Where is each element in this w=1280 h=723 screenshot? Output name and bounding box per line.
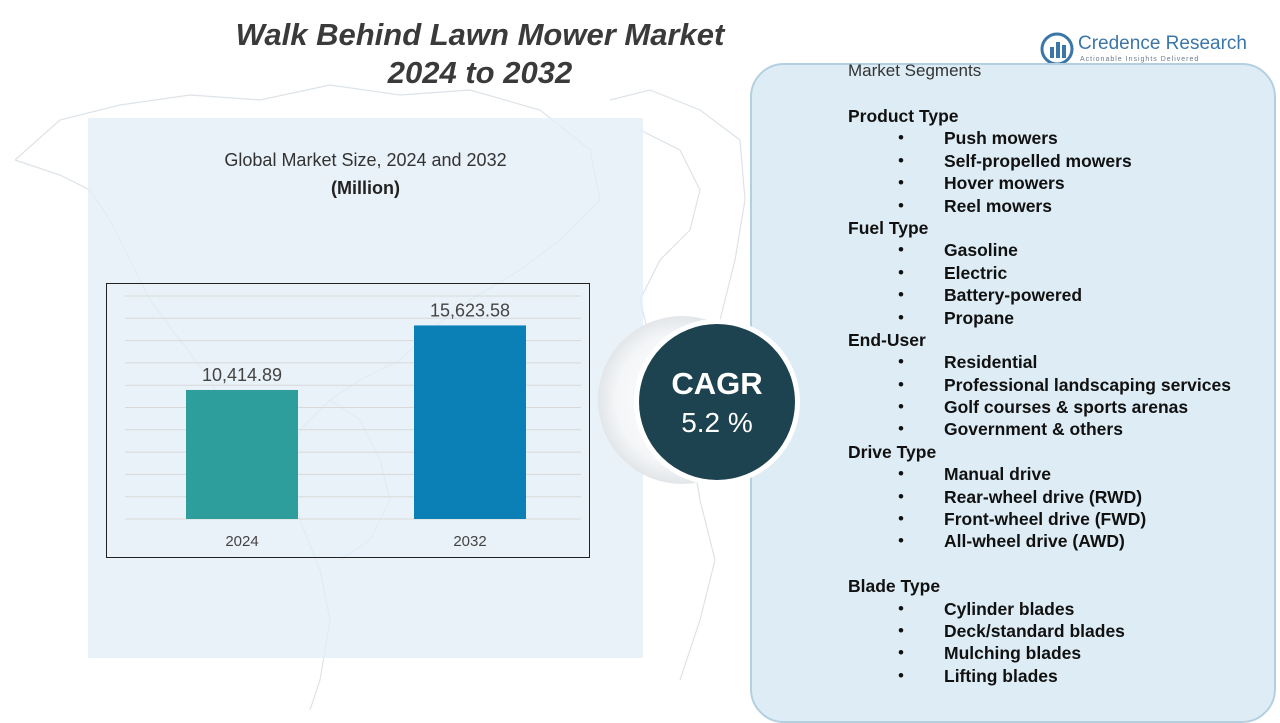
segment-item-label: Deck/standard blades: [944, 620, 1125, 641]
segment-item: • All-wheel drive (AWD): [848, 530, 1268, 552]
segment-item: • Professional landscaping services: [848, 374, 1268, 396]
title-line-1: Walk Behind Lawn Mower Market: [235, 17, 725, 52]
segment-item: • Battery-powered: [848, 284, 1268, 306]
segment-item: • Residential: [848, 351, 1268, 373]
segment-group-title: End-User: [848, 329, 926, 350]
segment-group-title: Blade Type: [848, 576, 941, 597]
bar-2032: [414, 325, 526, 519]
segment-item-label: Manual drive: [944, 464, 1051, 485]
segment-spacer: [848, 553, 1268, 575]
chart-title: Global Market Size, 2024 and 2032: [224, 150, 507, 170]
segment-item-label: Lifting blades: [944, 665, 1058, 686]
segments-list: Product Type • Push mowers • Self-propelled …: [848, 105, 1268, 687]
segment-item-label: Government & others: [944, 419, 1123, 440]
bullet-icon: •: [898, 464, 904, 484]
segment-item: • Golf courses & sports arenas: [848, 396, 1268, 418]
bullet-icon: •: [898, 240, 904, 260]
bullet-icon: •: [898, 643, 904, 663]
bullet-icon: •: [898, 262, 904, 282]
bullet-icon: •: [898, 173, 904, 193]
bullet-icon: •: [898, 665, 904, 685]
cagr-label: CAGR: [671, 366, 763, 401]
bullet-icon: •: [898, 620, 904, 640]
segment-item-label: Gasoline: [944, 240, 1018, 261]
segment-item-label: Electric: [944, 262, 1008, 283]
bullet-icon: •: [898, 598, 904, 618]
data-label: 15,623.58: [430, 300, 510, 320]
segment-item-label: Golf courses & sports arenas: [944, 397, 1189, 418]
segment-item: • Propane: [848, 307, 1268, 329]
bar-2024: [186, 389, 298, 519]
cagr-badge: CAGR 5.2 %: [634, 319, 800, 485]
segment-item: • Government & others: [848, 418, 1268, 440]
cagr-value: 5.2 %: [681, 407, 753, 438]
segment-item: • Front-wheel drive (FWD): [848, 508, 1268, 530]
bullet-icon: •: [898, 150, 904, 170]
chart-unit: (Million): [331, 178, 400, 198]
segment-item: • Reel mowers: [848, 195, 1268, 217]
segment-item-label: Reel mowers: [944, 195, 1052, 216]
segment-item: • Push mowers: [848, 127, 1268, 149]
segment-item-label: Push mowers: [944, 128, 1058, 149]
bullet-icon: •: [898, 352, 904, 372]
segment-group-title: Drive Type: [848, 441, 937, 462]
segment-group-title: Product Type: [848, 106, 959, 126]
segment-item: • Mulching blades: [848, 642, 1268, 664]
x-tick-label: 2024: [225, 533, 258, 550]
bullet-icon: •: [898, 195, 904, 215]
segment-item-label: Mulching blades: [944, 643, 1082, 664]
segment-item-label: All-wheel drive (AWD): [944, 531, 1125, 552]
bullet-icon: •: [898, 531, 904, 551]
segment-item-label: Professional landscaping services: [944, 374, 1231, 395]
bullet-icon: •: [898, 419, 904, 439]
segment-item: • Manual drive: [848, 463, 1268, 485]
segment-item: • Hover mowers: [848, 172, 1268, 194]
bullet-icon: •: [898, 307, 904, 327]
segment-item: • Lifting blades: [848, 665, 1268, 687]
bullet-icon: •: [898, 486, 904, 506]
segment-item: • Gasoline: [848, 239, 1268, 261]
segment-item: • Deck/standard blades: [848, 620, 1268, 642]
segment-item-label: Hover mowers: [944, 173, 1065, 194]
segments-header: Market Segments: [848, 61, 982, 80]
segment-item: • Electric: [848, 262, 1268, 284]
segment-item-label: Cylinder blades: [944, 598, 1075, 619]
segment-item: • Rear-wheel drive (RWD): [848, 486, 1268, 508]
segment-group-title: Fuel Type: [848, 217, 929, 238]
data-label: 10,414.89: [202, 365, 282, 385]
segment-item-label: Residential: [944, 352, 1038, 373]
bullet-icon: •: [898, 128, 904, 148]
x-tick-label: 2032: [453, 533, 486, 550]
bullet-icon: •: [898, 374, 904, 394]
bullet-icon: •: [898, 397, 904, 417]
bar-chart: 10,414.89 2024 15,623.58 2032: [106, 283, 590, 558]
segment-item-label: Front-wheel drive (FWD): [944, 509, 1147, 530]
logo-tagline: Actionable Insights Delivered: [1080, 56, 1200, 63]
bar-chart-logo-icon: [1040, 32, 1074, 66]
logo-name: Credence Research: [1078, 33, 1247, 54]
title-line-2: 2024 to 2032: [387, 55, 573, 90]
segment-item-label: Propane: [944, 307, 1015, 328]
segment-item: • Self-propelled mowers: [848, 150, 1268, 172]
segment-item-label: Self-propelled mowers: [944, 150, 1132, 171]
chart-panel: Global Market Size, 2024 and 2032 (Milli…: [88, 118, 643, 658]
page-title: Walk Behind Lawn Mower Market 2024 to 20…: [200, 16, 760, 92]
bullet-icon: •: [898, 509, 904, 529]
segment-item: • Cylinder blades: [848, 598, 1268, 620]
segment-item-label: Rear-wheel drive (RWD): [944, 486, 1143, 507]
bar-chart-svg: 10,414.89 2024 15,623.58 2032: [125, 295, 581, 550]
bullet-icon: •: [898, 285, 904, 305]
segment-item-label: Battery-powered: [944, 285, 1083, 306]
